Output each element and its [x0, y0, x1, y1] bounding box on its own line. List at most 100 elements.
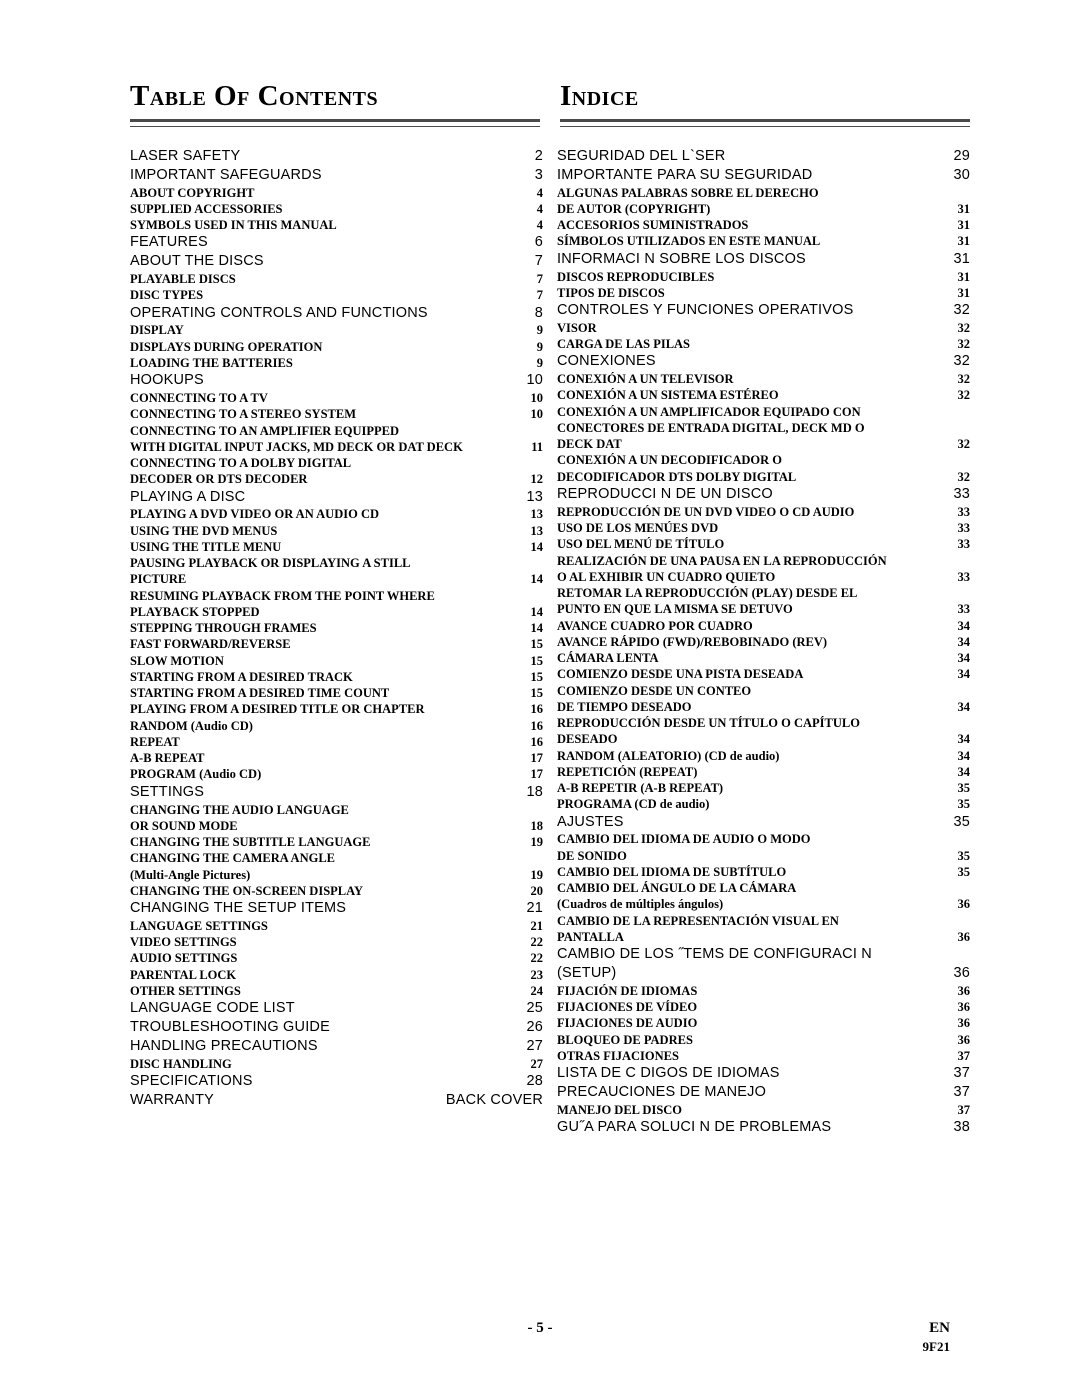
toc-label: AUDIO SETTINGS: [130, 950, 237, 966]
toc-row: CHANGING THE SUBTITLE LANGUAGE 19: [130, 834, 543, 850]
footer-page-number: - 5 -: [0, 1320, 1080, 1337]
toc-page: 27: [526, 1037, 543, 1056]
toc-page: 18: [526, 783, 543, 802]
toc-label: INFORMACI N SOBRE LOS DISCOS: [557, 250, 806, 269]
toc-label: PLAYABLE DISCS: [130, 271, 236, 287]
toc-row: USO DE LOS MENÚES DVD33: [557, 520, 970, 536]
toc-page: 8: [535, 304, 543, 323]
toc-page: 31: [958, 269, 971, 285]
toc-row: AVANCE RÁPIDO (FWD)/REBOBINADO (REV)34: [557, 634, 970, 650]
toc-row: DISC HANDLING27: [130, 1056, 543, 1072]
toc-row: DE AUTOR (COPYRIGHT)31: [557, 201, 970, 217]
toc-page: 33: [958, 601, 971, 617]
title-toc: Table Of Contents: [130, 80, 540, 113]
toc-label: CAMBIO DEL IDIOMA DE SUBTÍTULO: [557, 864, 786, 880]
toc-label: COMIENZO DESDE UNA PISTA DESEADA: [557, 666, 803, 682]
toc-page: 32: [953, 301, 970, 320]
toc-row: (SETUP)36: [557, 964, 970, 983]
toc-page: 21: [526, 899, 543, 918]
toc-row: INFORMACI N SOBRE LOS DISCOS31: [557, 250, 970, 269]
toc-page: 36: [958, 1032, 971, 1048]
toc-row: SÍMBOLOS UTILIZADOS EN ESTE MANUAL31: [557, 233, 970, 249]
toc-label: DE SONIDO: [557, 848, 627, 864]
toc-row: TROUBLESHOOTING GUIDE26: [130, 1018, 543, 1037]
toc-label: FIJACIONES DE VÍDEO: [557, 999, 697, 1015]
toc-page: 32: [958, 320, 971, 336]
toc-label: CONEXIONES: [557, 352, 656, 371]
toc-label: REPETICIÓN (REPEAT): [557, 764, 697, 780]
toc-row: CONNECTING TO AN AMPLIFIER EQUIPPED: [130, 423, 543, 439]
toc-row: FIJACIONES DE AUDIO36: [557, 1015, 970, 1031]
toc-label: USING THE DVD MENUS: [130, 523, 277, 539]
toc-page: 35: [958, 796, 971, 812]
toc-row: CONEXIÓN A UN SISTEMA ESTÉREO 32: [557, 387, 970, 403]
toc-page: 10: [531, 406, 544, 422]
toc-label: OPERATING CONTROLS AND FUNCTIONS: [130, 304, 428, 323]
toc-row: RANDOM (Audio CD)16: [130, 718, 543, 734]
toc-page: 35: [953, 813, 970, 832]
toc-row: DECODIFICADOR DTS DOLBY DIGITAL32: [557, 469, 970, 485]
toc-label: PICTURE: [130, 571, 186, 587]
toc-row: RETOMAR LA REPRODUCCIÓN (PLAY) DESDE EL: [557, 585, 970, 601]
toc-label: DISPLAY: [130, 322, 184, 338]
toc-label: CAMBIO DEL ÁNGULO DE LA CÁMARA: [557, 880, 796, 896]
toc-page: 31: [958, 233, 971, 249]
toc-page: 16: [531, 718, 544, 734]
toc-row: FEATURES6: [130, 233, 543, 252]
toc-page: 32: [958, 387, 971, 403]
toc-row: COMIENZO DESDE UN CONTEO: [557, 683, 970, 699]
toc-row: OTHER SETTINGS24: [130, 983, 543, 999]
toc-row: SPECIFICATIONS28: [130, 1072, 543, 1091]
toc-page: 12: [531, 471, 544, 487]
toc-page: 7: [537, 287, 543, 303]
toc-row: STARTING FROM A DESIRED TIME COUNT15: [130, 685, 543, 701]
toc-page: 34: [958, 699, 971, 715]
toc-row: PROGRAMA (CD de audio)35: [557, 796, 970, 812]
toc-row: IMPORTANTE PARA SU SEGURIDAD30: [557, 166, 970, 185]
toc-label: OTHER SETTINGS: [130, 983, 241, 999]
toc-page: 14: [531, 620, 544, 636]
header-left: Table Of Contents: [130, 80, 540, 127]
toc-label: CHANGING THE SUBTITLE LANGUAGE: [130, 834, 370, 850]
toc-row: O AL EXHIBIR UN CUADRO QUIETO33: [557, 569, 970, 585]
toc-page: 34: [958, 618, 971, 634]
toc-label: CONEXIÓN A UN SISTEMA ESTÉREO: [557, 387, 779, 403]
footer-code: 9F21: [923, 1339, 950, 1355]
toc-row: CONEXIÓN A UN AMPLIFICADOR EQUIPADO CON: [557, 404, 970, 420]
toc-row: REPRODUCCI N DE UN DISCO33: [557, 485, 970, 504]
toc-label: CONNECTING TO A STEREO SYSTEM: [130, 406, 356, 422]
toc-page: 32: [958, 371, 971, 387]
toc-row: LANGUAGE CODE LIST25: [130, 999, 543, 1018]
toc-page: 31: [958, 285, 971, 301]
toc-label: CONEXIÓN A UN AMPLIFICADOR EQUIPADO CON: [557, 404, 861, 420]
toc-row: GU˝A PARA SOLUCI N DE PROBLEMAS38: [557, 1118, 970, 1137]
toc-label: PARENTAL LOCK: [130, 967, 236, 983]
toc-row: FIJACIÓN DE IDIOMAS36: [557, 983, 970, 999]
toc-page: 34: [958, 764, 971, 780]
toc-page: 16: [531, 734, 544, 750]
toc-row: DE SONIDO35: [557, 848, 970, 864]
toc-page: 38: [953, 1118, 970, 1137]
toc-page: 2: [535, 147, 543, 166]
toc-row: CAMBIO DEL ÁNGULO DE LA CÁMARA: [557, 880, 970, 896]
toc-row: VIDEO SETTINGS22: [130, 934, 543, 950]
toc-page: 34: [958, 650, 971, 666]
toc-page: 22: [531, 934, 544, 950]
toc-label: LISTA DE C DIGOS DE IDIOMAS: [557, 1064, 780, 1083]
toc-label: PROGRAM (Audio CD): [130, 766, 261, 782]
toc-page: 36: [958, 896, 971, 912]
toc-row: MANEJO DEL DISCO37: [557, 1102, 970, 1118]
toc-page: 19: [531, 834, 544, 850]
toc-row: DISPLAYS DURING OPERATION9: [130, 339, 543, 355]
toc-label: DECODER OR DTS DECODER: [130, 471, 307, 487]
toc-row: CONEXIÓN A UN DECODIFICADOR O: [557, 452, 970, 468]
toc-row: CHANGING THE AUDIO LANGUAGE: [130, 802, 543, 818]
toc-row: WITH DIGITAL INPUT JACKS, MD DECK OR DAT…: [130, 439, 543, 455]
toc-label: CONECTORES DE ENTRADA DIGITAL, DECK MD O: [557, 420, 865, 436]
toc-label: CHANGING THE AUDIO LANGUAGE: [130, 802, 349, 818]
toc-label: RETOMAR LA REPRODUCCIÓN (PLAY) DESDE EL: [557, 585, 857, 601]
toc-label: DECK DAT: [557, 436, 622, 452]
toc-label: O AL EXHIBIR UN CUADRO QUIETO: [557, 569, 775, 585]
toc-label: PANTALLA: [557, 929, 624, 945]
toc-label: TROUBLESHOOTING GUIDE: [130, 1018, 330, 1037]
